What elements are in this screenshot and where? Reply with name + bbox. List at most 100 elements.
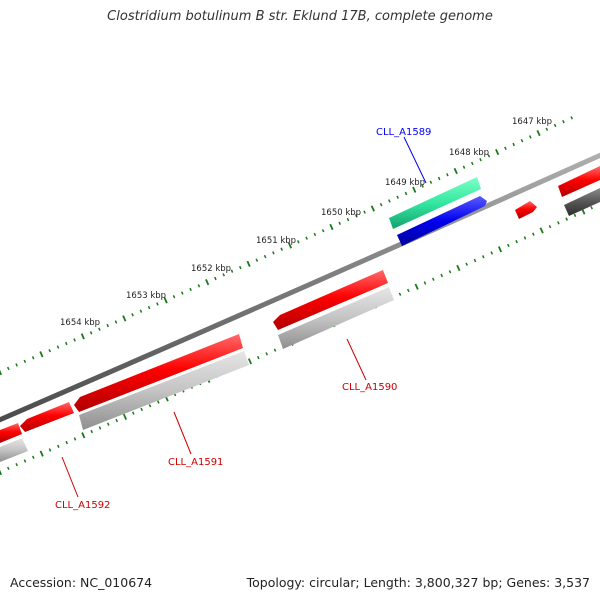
outer-scale-tick: [0, 369, 3, 376]
outer-scale-tick: [189, 287, 192, 292]
scale-label-1647: 1647 kbp: [512, 117, 552, 127]
gene-cll-a1591-arrow[interactable]: [79, 351, 249, 430]
map-title: Clostridium botulinum B str. Eklund 17B,…: [107, 9, 493, 24]
outer-scale-tick: [263, 254, 267, 259]
forward-cds-features: [0, 166, 600, 443]
outer-scale-tick: [520, 139, 524, 143]
inner-scale-tick: [247, 358, 253, 365]
inner-scale-tick: [465, 262, 468, 266]
outer-scale-tick: [48, 348, 51, 353]
outer-scale-tick: [31, 356, 35, 360]
outer-scale-tick: [65, 341, 68, 346]
scale-ticks-inner: [0, 206, 593, 476]
outer-scale-tick: [388, 199, 391, 203]
gene-red-arrow-mid[interactable]: [20, 402, 74, 432]
outer-scale-tick: [23, 359, 27, 363]
gene-cll-a1590-forward-arrow[interactable]: [273, 270, 388, 330]
outer-scale-tick: [329, 223, 334, 231]
scale-label-1654: 1654 kbp: [60, 318, 100, 328]
outer-scale-tick: [39, 351, 44, 358]
outer-scale-tick: [230, 269, 234, 273]
inner-scale-tick: [148, 404, 152, 408]
inner-scale-tick: [490, 251, 493, 255]
inner-scale-tick: [65, 440, 68, 445]
inner-scale-tick: [157, 400, 160, 404]
gene-red-arrow-right[interactable]: [558, 166, 600, 197]
gene-label-cll-a1590[interactable]: CLL_A1590: [342, 382, 397, 393]
outer-scale-tick: [255, 258, 259, 262]
scale-label-1652: 1652 kbp: [191, 264, 231, 274]
outer-scale-tick: [297, 240, 300, 244]
outer-scale-tick: [453, 167, 458, 175]
gene-cll-a1590-arrow[interactable]: [278, 287, 394, 349]
outer-scale-tick: [396, 195, 399, 199]
scale-label-1650: 1650 kbp: [321, 208, 361, 218]
connector-cll-a1589: [403, 136, 427, 184]
outer-scale-tick: [106, 323, 109, 328]
outer-scale-tick: [7, 366, 10, 371]
inner-scale-tick: [448, 270, 452, 274]
connector-cll-a1591: [173, 411, 192, 455]
inner-scale-tick: [497, 246, 503, 253]
scale-label-1648: 1648 kbp: [449, 148, 489, 158]
outer-scale-tick: [404, 191, 408, 196]
outer-scale-tick: [504, 146, 507, 151]
scale-label-1653: 1653 kbp: [126, 291, 166, 301]
inner-scale-tick: [432, 277, 435, 281]
gene-red-arrow-small[interactable]: [515, 201, 537, 219]
inner-scale-tick: [32, 455, 35, 459]
gene-cll-a1592-arrow[interactable]: [0, 438, 28, 462]
gene-cll-a1589-arrow[interactable]: [389, 177, 481, 229]
inner-scale-tick: [257, 355, 260, 360]
outer-scale-tick: [545, 127, 549, 131]
genome-backbone: [0, 152, 600, 423]
inner-scale-tick: [532, 232, 535, 236]
inner-scale-tick: [57, 444, 60, 448]
outer-scale-tick: [73, 338, 76, 342]
inner-scale-tick: [132, 411, 135, 415]
outer-scale-tick: [437, 176, 441, 181]
outer-scale-tick: [495, 149, 500, 156]
outer-scale-tick: [462, 165, 466, 169]
inner-scale-tick: [90, 429, 93, 434]
gene-label-cll-a1591[interactable]: CLL_A1591: [168, 457, 223, 468]
label-connectors: [61, 136, 427, 498]
gene-dark-arrow[interactable]: [564, 188, 600, 216]
gene-red-arrow-left[interactable]: [0, 423, 22, 443]
outer-scale-tick: [355, 214, 358, 218]
inner-scale-tick: [414, 283, 419, 290]
outer-scale-tick: [370, 205, 375, 212]
inner-scale-tick: [440, 273, 443, 278]
outer-scale-tick: [553, 123, 557, 128]
outer-scale-tick: [156, 302, 159, 306]
outer-scale-tick: [163, 297, 168, 304]
outer-scale-tick: [122, 315, 127, 322]
inner-scale-tick: [273, 348, 277, 352]
outer-scale-tick: [222, 273, 225, 277]
gene-blue-arrow[interactable]: [397, 196, 487, 246]
inner-scale-tick: [48, 448, 52, 452]
outer-scale-tick: [412, 186, 417, 193]
outer-scale-tick: [363, 210, 366, 214]
outer-scale-tick: [272, 251, 275, 255]
outer-scale-tick: [305, 236, 308, 240]
outer-scale-tick: [172, 295, 176, 299]
outer-scale-tick: [181, 291, 184, 295]
outer-scale-tick: [98, 327, 101, 331]
outer-scale-tick: [512, 142, 515, 147]
outer-scale-tick: [487, 154, 491, 158]
outer-scale-tick: [471, 161, 474, 166]
inner-scale-tick: [265, 352, 268, 356]
gene-labels: CLL_A1589 CLL_A1590 CLL_A1591 CLL_A1592: [55, 127, 431, 511]
gene-label-cll-a1589[interactable]: CLL_A1589: [376, 127, 431, 138]
outer-scale-tick: [479, 157, 482, 162]
gene-red-arrow-long[interactable]: [74, 334, 243, 412]
gene-label-cll-a1592[interactable]: CLL_A1592: [55, 500, 110, 511]
outer-scale-tick: [246, 260, 251, 267]
outer-scale-tick: [205, 279, 210, 286]
outer-scale-tick: [446, 173, 449, 177]
inner-scale-tick: [98, 426, 102, 430]
inner-scale-tick: [565, 217, 568, 221]
outer-scale-tick: [56, 345, 60, 349]
